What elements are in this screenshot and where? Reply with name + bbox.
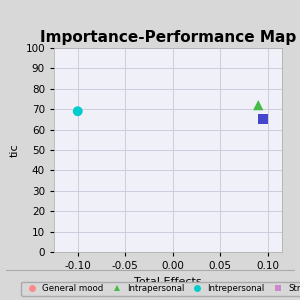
Point — [75, 109, 80, 114]
Y-axis label: tic: tic — [10, 143, 20, 157]
Legend: General mood, Intrapersonal, Intrepersonal, Str: General mood, Intrapersonal, Intreperson… — [21, 281, 300, 296]
Title: Importance-Performance Map: Importance-Performance Map — [40, 30, 296, 45]
Point — [261, 117, 266, 122]
X-axis label: Total Effects: Total Effects — [134, 277, 202, 286]
Point — [256, 103, 261, 107]
